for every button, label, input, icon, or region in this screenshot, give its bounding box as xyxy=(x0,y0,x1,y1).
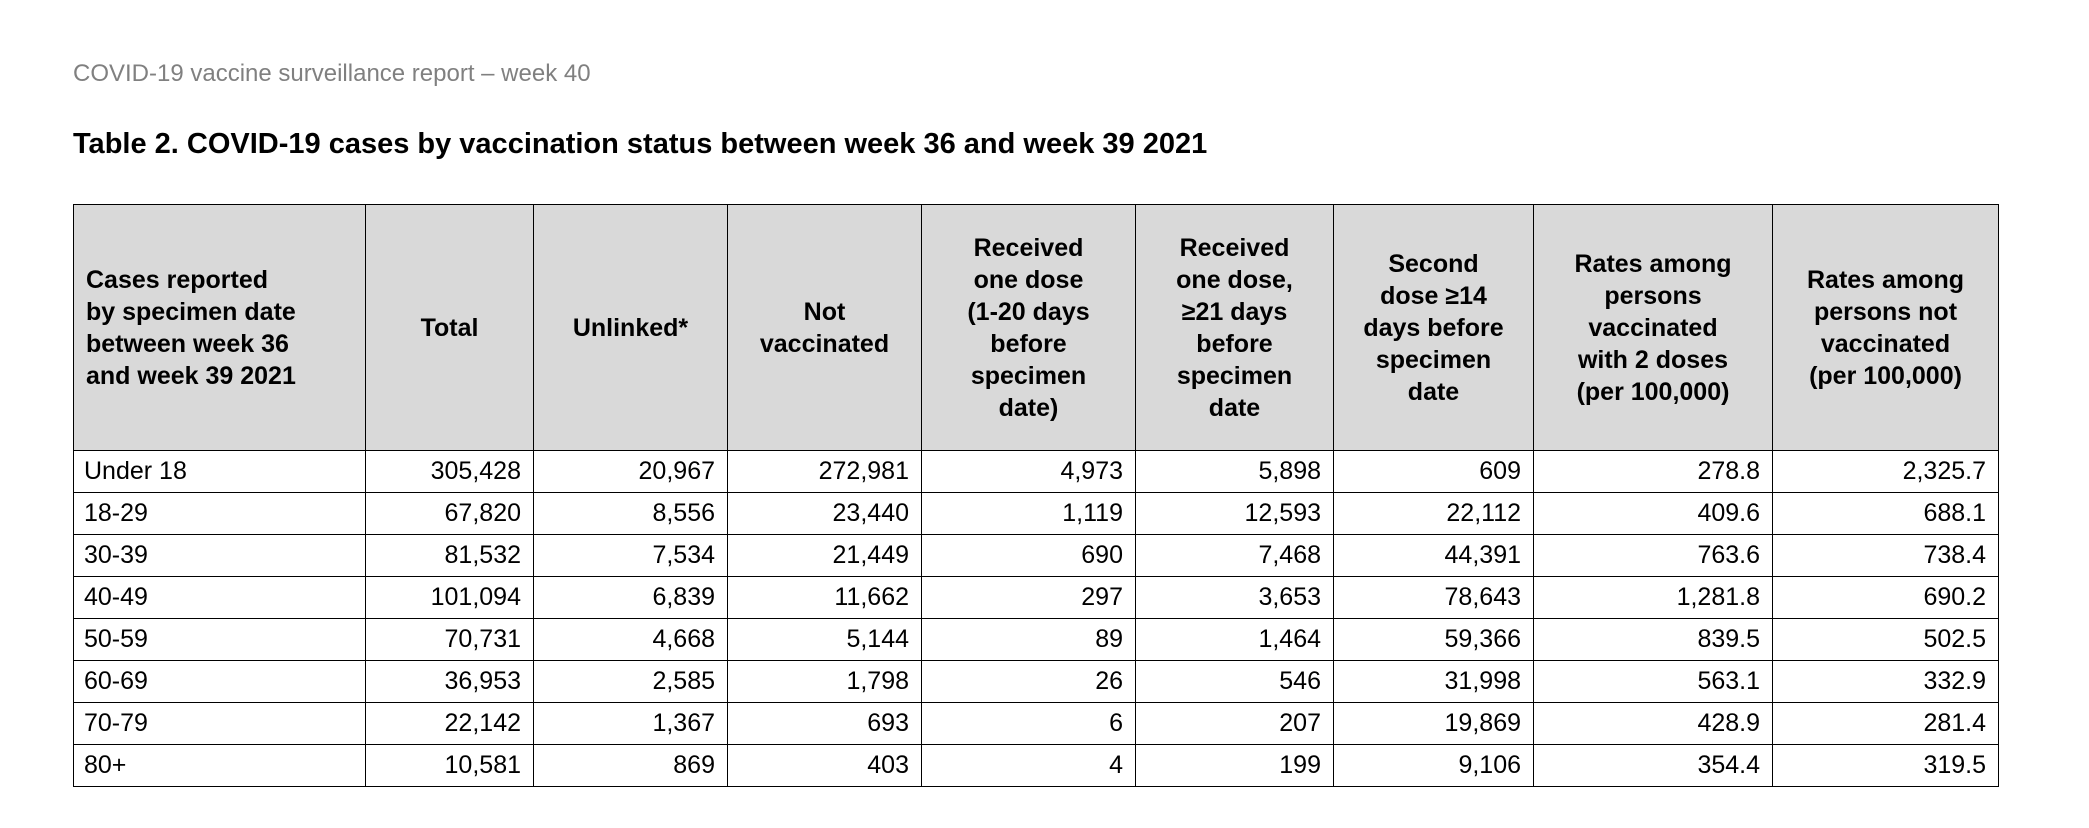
cell-value: 3,653 xyxy=(1135,576,1334,619)
cell-value: 31,998 xyxy=(1333,660,1534,703)
cases-by-vaccination-status-table: Cases reported by specimen date between … xyxy=(73,204,1999,787)
header-cases-reported: Cases reported by specimen date between … xyxy=(73,204,366,451)
cell-value: 5,144 xyxy=(727,618,922,661)
cell-value: 89 xyxy=(921,618,1136,661)
header-one-dose-21-days: Received one dose, ≥21 days before speci… xyxy=(1135,204,1334,451)
cell-value: 409.6 xyxy=(1533,492,1773,535)
table-row: 30-39 81,532 7,534 21,449 690 7,468 44,3… xyxy=(73,534,1999,577)
cell-value: 763.6 xyxy=(1533,534,1773,577)
table-row: 70-79 22,142 1,367 693 6 207 19,869 428.… xyxy=(73,702,1999,745)
cell-value: 2,585 xyxy=(533,660,728,703)
cell-value: 19,869 xyxy=(1333,702,1534,745)
cell-value: 278.8 xyxy=(1533,450,1773,493)
cell-value: 502.5 xyxy=(1772,618,1999,661)
cell-value: 839.5 xyxy=(1533,618,1773,661)
cell-value: 22,112 xyxy=(1333,492,1534,535)
table-title: Table 2. COVID-19 cases by vaccination s… xyxy=(73,128,1208,160)
cell-value: 10,581 xyxy=(365,744,534,787)
cell-value: 354.4 xyxy=(1533,744,1773,787)
header-unlinked: Unlinked* xyxy=(533,204,728,451)
row-label: 18-29 xyxy=(73,492,366,535)
cell-value: 4,973 xyxy=(921,450,1136,493)
cell-value: 81,532 xyxy=(365,534,534,577)
cell-value: 281.4 xyxy=(1772,702,1999,745)
cell-value: 6,839 xyxy=(533,576,728,619)
cell-value: 690 xyxy=(921,534,1136,577)
cell-value: 78,643 xyxy=(1333,576,1534,619)
cell-value: 297 xyxy=(921,576,1136,619)
cell-value: 36,953 xyxy=(365,660,534,703)
cell-value: 23,440 xyxy=(727,492,922,535)
cell-value: 101,094 xyxy=(365,576,534,619)
cell-value: 6 xyxy=(921,702,1136,745)
cell-value: 1,798 xyxy=(727,660,922,703)
header-one-dose-1-20-days: Received one dose (1-20 days before spec… xyxy=(921,204,1136,451)
cell-value: 8,556 xyxy=(533,492,728,535)
cell-value: 207 xyxy=(1135,702,1334,745)
cell-value: 9,106 xyxy=(1333,744,1534,787)
row-label: 50-59 xyxy=(73,618,366,661)
cell-value: 319.5 xyxy=(1772,744,1999,787)
table-row: 50-59 70,731 4,668 5,144 89 1,464 59,366… xyxy=(73,618,1999,661)
row-label: Under 18 xyxy=(73,450,366,493)
cell-value: 12,593 xyxy=(1135,492,1334,535)
cell-value: 44,391 xyxy=(1333,534,1534,577)
table-row: 18-29 67,820 8,556 23,440 1,119 12,593 2… xyxy=(73,492,1999,535)
cell-value: 272,981 xyxy=(727,450,922,493)
cell-value: 738.4 xyxy=(1772,534,1999,577)
cell-value: 403 xyxy=(727,744,922,787)
cell-value: 67,820 xyxy=(365,492,534,535)
row-label: 80+ xyxy=(73,744,366,787)
cell-value: 688.1 xyxy=(1772,492,1999,535)
cell-value: 70,731 xyxy=(365,618,534,661)
cell-value: 1,281.8 xyxy=(1533,576,1773,619)
cell-value: 332.9 xyxy=(1772,660,1999,703)
cell-value: 199 xyxy=(1135,744,1334,787)
cell-value: 690.2 xyxy=(1772,576,1999,619)
row-label: 40-49 xyxy=(73,576,366,619)
cell-value: 1,367 xyxy=(533,702,728,745)
cell-value: 5,898 xyxy=(1135,450,1334,493)
cell-value: 563.1 xyxy=(1533,660,1773,703)
cell-value: 4,668 xyxy=(533,618,728,661)
cell-value: 428.9 xyxy=(1533,702,1773,745)
row-label: 30-39 xyxy=(73,534,366,577)
cell-value: 59,366 xyxy=(1333,618,1534,661)
table-row: Under 18 305,428 20,967 272,981 4,973 5,… xyxy=(73,450,1999,493)
row-label: 70-79 xyxy=(73,702,366,745)
cell-value: 2,325.7 xyxy=(1772,450,1999,493)
table-row: 80+ 10,581 869 403 4 199 9,106 354.4 319… xyxy=(73,744,1999,787)
header-second-dose-14-days: Second dose ≥14 days before specimen dat… xyxy=(1333,204,1534,451)
cell-value: 546 xyxy=(1135,660,1334,703)
table-header-row: Cases reported by specimen date between … xyxy=(73,204,1999,451)
header-total: Total xyxy=(365,204,534,451)
cell-value: 7,468 xyxy=(1135,534,1334,577)
report-header: COVID-19 vaccine surveillance report – w… xyxy=(73,60,591,87)
cell-value: 609 xyxy=(1333,450,1534,493)
row-label: 60-69 xyxy=(73,660,366,703)
header-not-vaccinated: Not vaccinated xyxy=(727,204,922,451)
table-row: 60-69 36,953 2,585 1,798 26 546 31,998 5… xyxy=(73,660,1999,703)
cell-value: 1,464 xyxy=(1135,618,1334,661)
cell-value: 1,119 xyxy=(921,492,1136,535)
cell-value: 869 xyxy=(533,744,728,787)
cell-value: 305,428 xyxy=(365,450,534,493)
cell-value: 11,662 xyxy=(727,576,922,619)
cell-value: 693 xyxy=(727,702,922,745)
cell-value: 22,142 xyxy=(365,702,534,745)
cell-value: 21,449 xyxy=(727,534,922,577)
cell-value: 7,534 xyxy=(533,534,728,577)
cell-value: 4 xyxy=(921,744,1136,787)
table-row: 40-49 101,094 6,839 11,662 297 3,653 78,… xyxy=(73,576,1999,619)
header-rates-vaccinated: Rates among persons vaccinated with 2 do… xyxy=(1533,204,1773,451)
cell-value: 20,967 xyxy=(533,450,728,493)
header-rates-not-vaccinated: Rates among persons not vaccinated (per … xyxy=(1772,204,1999,451)
cell-value: 26 xyxy=(921,660,1136,703)
